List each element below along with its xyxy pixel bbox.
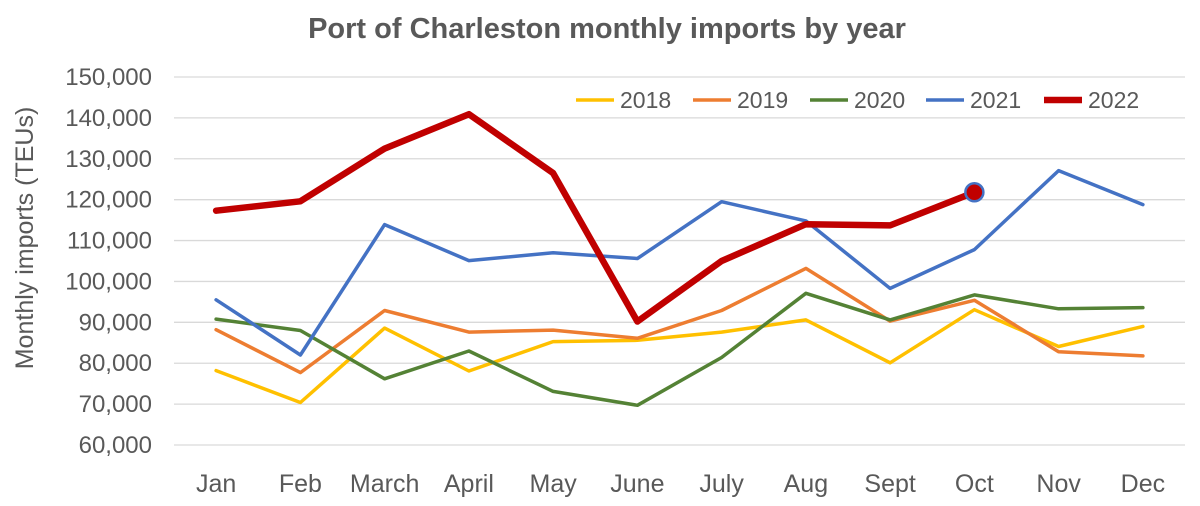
y-tick-label: 140,000	[65, 105, 152, 132]
legend-label-2019: 2019	[737, 87, 788, 113]
y-tick-label: 110,000	[67, 228, 152, 255]
x-tick-label: Nov	[1036, 470, 1081, 498]
x-tick-label: Sept	[864, 470, 915, 498]
y-tick-label: 120,000	[65, 187, 152, 214]
legend-label-2020: 2020	[854, 87, 905, 113]
x-tick-label: April	[444, 470, 494, 498]
y-tick-label: 80,000	[79, 350, 152, 377]
x-tick-label: June	[610, 470, 664, 498]
legend-label-2018: 2018	[620, 87, 671, 113]
y-axis-label: Monthly imports (TEUs)	[11, 107, 39, 370]
gridlines	[174, 76, 1185, 446]
y-tick-label: 90,000	[79, 309, 152, 336]
x-tick-label: Feb	[279, 470, 322, 498]
y-tick-label: 100,000	[65, 268, 152, 295]
x-tick-label: March	[350, 470, 419, 498]
x-tick-label: Oct	[955, 470, 994, 498]
legend-label-2022: 2022	[1088, 87, 1139, 113]
x-tick-label: Aug	[784, 470, 828, 498]
series-line-2020	[214, 291, 1145, 408]
y-tick-label: 70,000	[79, 391, 152, 418]
y-axis-ticks: 60,000 70,000 80,000 90,000 100,000 110,000 12…	[65, 64, 152, 459]
legend: 2018 2019 2020 2021 2022	[576, 87, 1139, 113]
chart-title: Port of Charleston monthly imports by ye…	[308, 13, 906, 45]
y-tick-label: 150,000	[65, 64, 152, 91]
series-end-marker-2022	[964, 182, 985, 203]
series-line-2022	[212, 110, 978, 325]
legend-label-2021: 2021	[970, 87, 1021, 113]
series-line-2021	[214, 168, 1145, 357]
series-lines	[212, 110, 1145, 408]
x-axis-ticks: Jan Feb March April May June July Aug Sept Oct Nov…	[196, 470, 1165, 498]
series-line-2018	[214, 307, 1145, 405]
y-tick-label: 130,000	[65, 146, 152, 173]
x-tick-label: July	[699, 470, 744, 498]
x-tick-label: Jan	[196, 470, 236, 498]
series-line-2019	[214, 266, 1145, 375]
x-tick-label: May	[530, 470, 578, 498]
y-tick-label: 60,000	[79, 432, 152, 459]
x-tick-label: Dec	[1121, 470, 1165, 498]
